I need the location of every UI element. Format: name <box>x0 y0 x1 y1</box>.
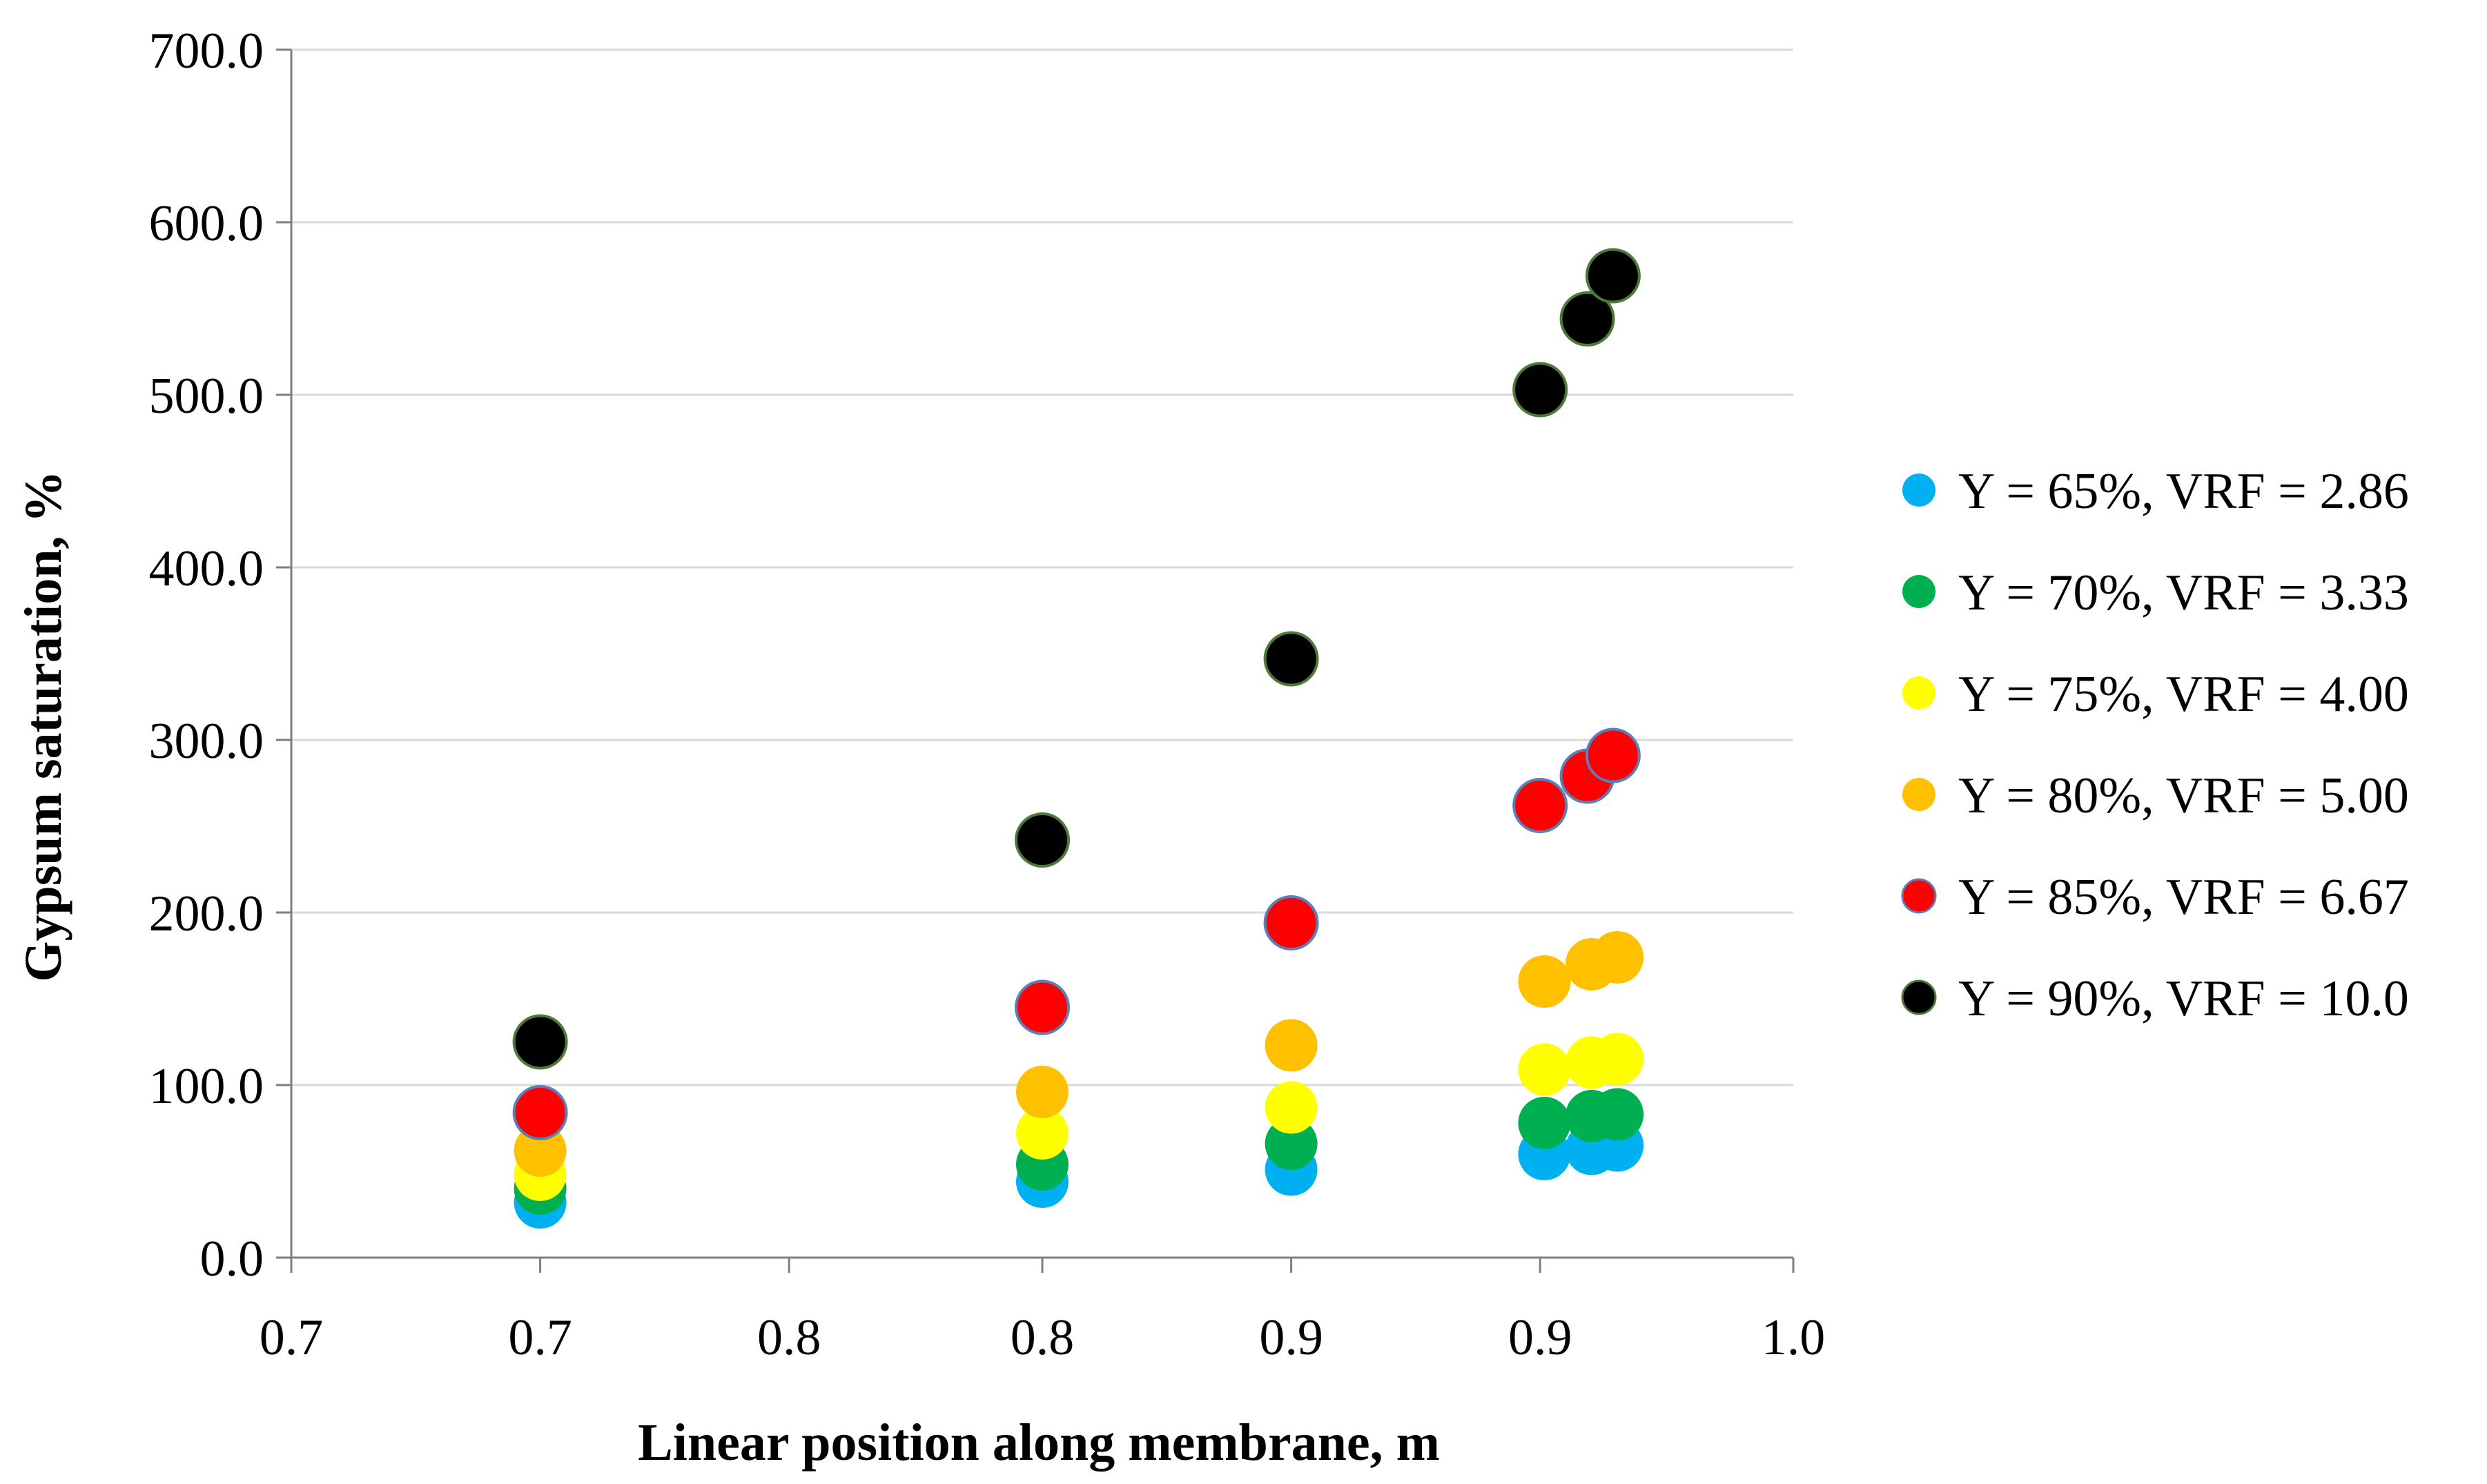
data-points <box>512 248 1644 1229</box>
data-point <box>1265 1117 1318 1170</box>
legend-label: Y = 80%, VRF = 5.00 <box>1958 768 2409 824</box>
data-point <box>512 1014 568 1070</box>
data-point <box>1559 291 1615 346</box>
legend-label: Y = 65%, VRF = 2.86 <box>1958 463 2409 520</box>
data-point <box>1265 1081 1318 1134</box>
legend: Y = 65%, VRF = 2.86 Y = 70%, VRF = 3.33 Y … <box>1901 463 2409 1027</box>
y-tick-label: 300.0 <box>149 713 264 770</box>
data-point <box>1512 778 1568 833</box>
legend-marker <box>1902 473 1935 507</box>
series-group <box>512 248 1641 1070</box>
legend-marker <box>1901 979 1937 1015</box>
data-point <box>514 1124 567 1177</box>
data-point <box>1015 979 1070 1035</box>
data-point <box>1591 1088 1644 1141</box>
y-tick-label: 200.0 <box>149 886 264 942</box>
x-tick-label: 0.8 <box>1011 1309 1075 1366</box>
data-point <box>512 1085 568 1140</box>
y-tick-label: 100.0 <box>149 1058 264 1115</box>
data-point <box>1265 1019 1318 1072</box>
data-point <box>1591 931 1644 984</box>
x-tick-label: 0.7 <box>508 1309 572 1366</box>
y-axis-title: Gypsum saturation, % <box>14 470 72 982</box>
y-tick-label: 400.0 <box>149 540 264 597</box>
y-tick-label: 500.0 <box>149 368 264 424</box>
legend-marker <box>1902 575 1935 608</box>
data-point <box>1263 895 1319 950</box>
legend-marker <box>1902 676 1935 710</box>
data-point <box>1016 1066 1069 1118</box>
series-group <box>514 931 1644 1177</box>
x-tick-label: 0.7 <box>260 1309 324 1366</box>
legend-label: Y = 75%, VRF = 4.00 <box>1958 666 2409 723</box>
data-point <box>1518 1097 1571 1149</box>
series-group <box>512 728 1641 1140</box>
data-point <box>1585 728 1641 783</box>
axes: 0.0 100.0 200.0 300.0 400.0 500.0 600.0 700.0 0.… <box>149 23 1826 1366</box>
series-group <box>514 1033 1644 1201</box>
data-point <box>1518 1043 1571 1096</box>
x-axis-title: Linear position along membrane, m <box>638 1414 1440 1472</box>
y-tick-label: 600.0 <box>149 195 264 252</box>
gridlines <box>291 48 1793 1086</box>
data-point <box>1585 248 1641 304</box>
legend-marker <box>1901 878 1937 914</box>
x-tick-label: 0.9 <box>1259 1309 1323 1366</box>
legend-label: Y = 70%, VRF = 3.33 <box>1958 565 2409 621</box>
data-point <box>1591 1033 1644 1086</box>
x-tick-label: 1.0 <box>1762 1309 1826 1366</box>
data-point <box>1015 812 1070 868</box>
y-tick-label: 0.0 <box>200 1231 264 1287</box>
x-tick-label: 0.9 <box>1508 1309 1572 1366</box>
legend-label: Y = 85%, VRF = 6.67 <box>1958 869 2409 926</box>
y-tick-label: 700.0 <box>149 23 264 79</box>
series-group <box>514 1119 1644 1229</box>
legend-label: Y = 90%, VRF = 10.0 <box>1958 970 2409 1027</box>
legend-marker <box>1902 778 1935 811</box>
series-group <box>514 1088 1644 1215</box>
data-point <box>1518 955 1571 1008</box>
data-point <box>1263 631 1319 687</box>
data-point <box>1512 362 1568 418</box>
data-point <box>1016 1107 1069 1160</box>
x-tick-label: 0.8 <box>757 1309 821 1366</box>
